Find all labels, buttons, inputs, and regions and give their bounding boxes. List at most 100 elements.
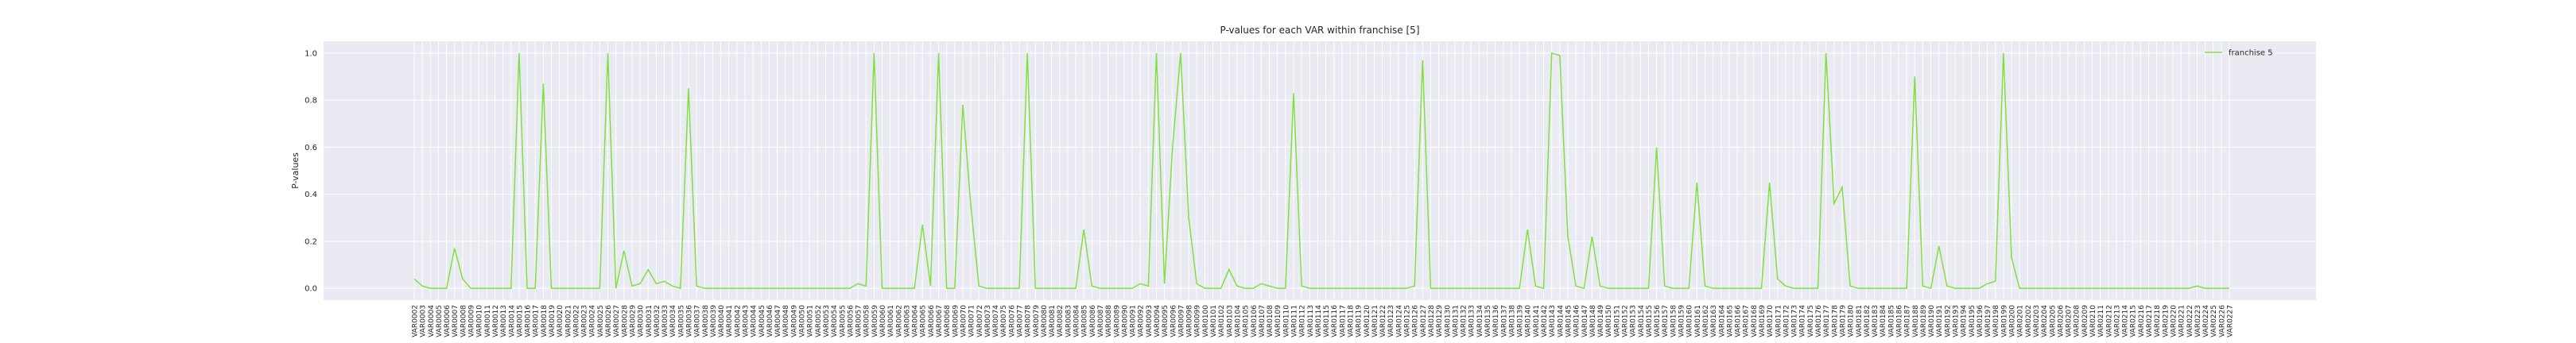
x-tick-label: VAR0226 bbox=[2218, 305, 2226, 337]
x-tick-label: VAR0021 bbox=[564, 305, 572, 337]
x-tick-label: VAR0050 bbox=[799, 305, 807, 337]
x-tick-label: VAR0063 bbox=[903, 305, 911, 337]
x-tick-label: VAR0025 bbox=[597, 305, 605, 337]
x-tick-label: VAR0030 bbox=[638, 305, 646, 337]
x-tick-label: VAR0119 bbox=[1356, 305, 1364, 337]
x-tick-label: VAR0189 bbox=[1920, 305, 1928, 337]
x-tick-label: VAR0090 bbox=[1121, 305, 1129, 337]
x-tick-label: VAR0150 bbox=[1605, 305, 1613, 337]
x-tick-label: VAR0103 bbox=[1226, 305, 1234, 337]
x-tick-label: VAR0028 bbox=[621, 305, 629, 337]
x-tick-label: VAR0145 bbox=[1565, 305, 1573, 337]
x-tick-label: VAR0036 bbox=[685, 305, 693, 337]
x-tick-label: VAR0182 bbox=[1864, 305, 1872, 337]
x-tick-label: VAR0130 bbox=[1444, 305, 1452, 337]
x-tick-label: VAR0062 bbox=[895, 305, 903, 337]
x-tick-label: VAR0129 bbox=[1436, 305, 1444, 337]
x-tick-label: VAR0092 bbox=[1138, 305, 1146, 337]
x-tick-label: VAR0075 bbox=[1000, 305, 1008, 337]
x-tick-label: VAR0219 bbox=[2162, 305, 2170, 337]
x-tick-label: VAR0157 bbox=[1662, 305, 1670, 337]
x-tick-label: VAR0171 bbox=[1775, 305, 1783, 337]
x-tick-label: VAR0037 bbox=[694, 305, 702, 337]
x-tick-label: VAR0165 bbox=[1726, 305, 1734, 337]
x-tick-label: VAR0168 bbox=[1751, 305, 1759, 337]
x-tick-label: VAR0183 bbox=[1872, 305, 1880, 337]
x-tick-label: VAR0024 bbox=[589, 305, 597, 337]
x-tick-label: VAR0159 bbox=[1678, 305, 1686, 337]
x-tick-label: VAR0197 bbox=[1984, 305, 1992, 337]
x-tick-label: VAR0207 bbox=[2066, 305, 2074, 337]
x-tick-label: VAR0153 bbox=[1630, 305, 1638, 337]
x-tick-label: VAR0222 bbox=[2186, 305, 2194, 337]
x-tick-label: VAR0156 bbox=[1654, 305, 1662, 337]
x-tick-label: VAR0031 bbox=[646, 305, 654, 337]
x-tick-label: VAR0040 bbox=[718, 305, 726, 337]
x-tick-label: VAR0176 bbox=[1815, 305, 1823, 337]
x-tick-label: VAR0003 bbox=[420, 305, 428, 337]
x-tick-label: VAR0184 bbox=[1880, 305, 1887, 337]
x-tick-label: VAR0019 bbox=[549, 305, 557, 337]
x-tick-label: VAR0142 bbox=[1541, 305, 1549, 337]
x-tick-label: VAR0175 bbox=[1807, 305, 1815, 337]
x-tick-label: VAR0152 bbox=[1622, 305, 1630, 337]
x-tick-label: VAR0214 bbox=[2122, 305, 2130, 337]
x-tick-label: VAR0195 bbox=[1969, 305, 1977, 337]
x-tick-label: VAR0083 bbox=[1065, 305, 1073, 337]
x-tick-label: VAR0073 bbox=[984, 305, 992, 337]
x-tick-label: VAR0143 bbox=[1549, 305, 1557, 337]
grid bbox=[324, 41, 2316, 300]
x-tick-label: VAR0160 bbox=[1686, 305, 1694, 337]
x-tick-label: VAR0065 bbox=[920, 305, 928, 337]
x-tick-label: VAR0126 bbox=[1412, 305, 1420, 337]
x-tick-label: VAR0178 bbox=[1831, 305, 1839, 337]
x-tick-label: VAR0134 bbox=[1476, 305, 1484, 337]
x-tick-label: VAR0116 bbox=[1331, 305, 1339, 337]
x-tick-label: VAR0070 bbox=[960, 305, 968, 337]
x-tick-label: VAR0026 bbox=[605, 305, 613, 337]
x-tick-label: VAR0004 bbox=[428, 305, 436, 337]
x-tick-label: VAR0061 bbox=[887, 305, 895, 337]
x-tick-label: VAR0131 bbox=[1452, 305, 1460, 337]
x-tick-label: VAR0192 bbox=[1944, 305, 1952, 337]
x-tick-label: VAR0005 bbox=[436, 305, 444, 337]
x-tick-label: VAR0069 bbox=[952, 305, 960, 337]
x-tick-label: VAR0114 bbox=[1315, 305, 1323, 337]
x-tick-label: VAR0148 bbox=[1589, 305, 1597, 337]
x-tick-label: VAR0215 bbox=[2130, 305, 2138, 337]
x-tick-label: VAR0194 bbox=[1961, 305, 1969, 337]
x-tick-label: VAR0117 bbox=[1339, 305, 1347, 337]
x-tick-label: VAR0221 bbox=[2178, 305, 2186, 337]
x-tick-label: VAR0104 bbox=[1234, 305, 1242, 337]
x-tick-label: VAR0163 bbox=[1710, 305, 1718, 337]
x-tick-label: VAR0094 bbox=[1154, 305, 1162, 337]
y-tick-label: 0.8 bbox=[305, 97, 317, 106]
x-tick-label: VAR0046 bbox=[766, 305, 774, 337]
x-tick-label: VAR0020 bbox=[557, 305, 564, 337]
x-tick-label: VAR0190 bbox=[1928, 305, 1936, 337]
x-tick-label: VAR0055 bbox=[839, 305, 847, 337]
x-tick-label: VAR0088 bbox=[1105, 305, 1113, 337]
x-tick-label: VAR0047 bbox=[774, 305, 782, 337]
x-tick-label: VAR0059 bbox=[871, 305, 879, 337]
x-tick-label: VAR0080 bbox=[1041, 305, 1049, 337]
x-tick-label: VAR0212 bbox=[2105, 305, 2113, 337]
x-tick-label: VAR0225 bbox=[2210, 305, 2218, 337]
x-tick-label: VAR0124 bbox=[1395, 305, 1403, 337]
x-tick-label: VAR0224 bbox=[2202, 305, 2210, 337]
x-tick-label: VAR0032 bbox=[654, 305, 661, 337]
x-tick-label: VAR0023 bbox=[581, 305, 589, 337]
x-tick-label: VAR0121 bbox=[1371, 305, 1379, 337]
x-tick-label: VAR0164 bbox=[1718, 305, 1726, 337]
x-tick-label: VAR0118 bbox=[1348, 305, 1356, 337]
x-tick-label: VAR0223 bbox=[2194, 305, 2202, 337]
x-tick-label: VAR0151 bbox=[1613, 305, 1621, 337]
x-tick-label: VAR0108 bbox=[1267, 305, 1274, 337]
x-tick-label: VAR0008 bbox=[460, 305, 467, 337]
x-tick-label: VAR0193 bbox=[1953, 305, 1961, 337]
x-tick-label: VAR0127 bbox=[1420, 305, 1428, 337]
x-tick-label: VAR0060 bbox=[879, 305, 887, 337]
x-tick-label: VAR0039 bbox=[710, 305, 718, 337]
plot-area bbox=[324, 41, 2316, 300]
x-tick-label: VAR0144 bbox=[1557, 305, 1565, 337]
